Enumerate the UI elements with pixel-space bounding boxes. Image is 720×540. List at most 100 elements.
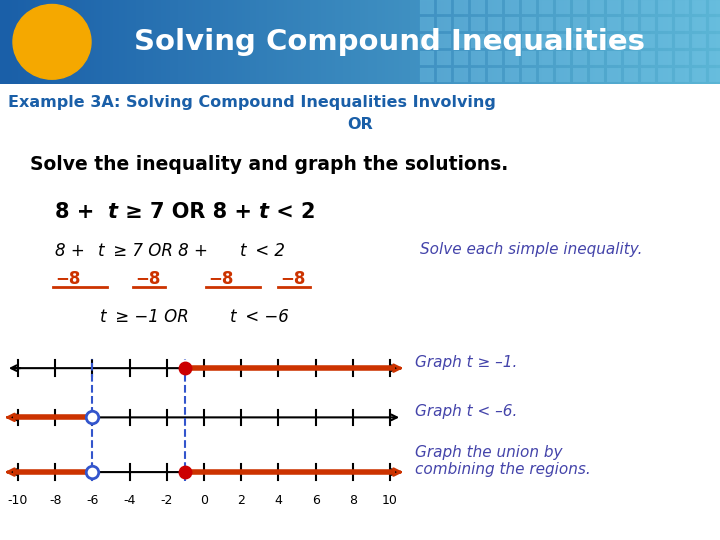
Bar xyxy=(539,51,553,65)
Bar xyxy=(556,51,570,65)
Bar xyxy=(709,51,720,65)
Text: −8: −8 xyxy=(135,269,161,288)
Text: Graph the union by
combining the regions.: Graph the union by combining the regions… xyxy=(415,445,590,477)
Bar xyxy=(522,17,536,31)
Text: Copyright © by Holt Mc Dougal. All Rights Reserved.: Copyright © by Holt Mc Dougal. All Right… xyxy=(437,517,711,528)
Text: Graph t < –6.: Graph t < –6. xyxy=(415,404,518,420)
Bar xyxy=(675,68,689,82)
Text: −8: −8 xyxy=(280,269,305,288)
Bar xyxy=(692,17,706,31)
Text: 2: 2 xyxy=(238,494,245,507)
Bar xyxy=(641,34,655,48)
Bar xyxy=(692,68,706,82)
Bar xyxy=(454,34,468,48)
Bar xyxy=(539,17,553,31)
Bar xyxy=(437,17,451,31)
Bar xyxy=(573,34,587,48)
Bar xyxy=(658,0,672,14)
Bar xyxy=(471,51,485,65)
Bar xyxy=(471,34,485,48)
Text: −8: −8 xyxy=(208,269,233,288)
Text: -4: -4 xyxy=(123,494,136,507)
Text: t: t xyxy=(230,308,236,326)
Bar xyxy=(607,17,621,31)
Bar xyxy=(488,34,502,48)
Bar xyxy=(607,68,621,82)
Text: OR: OR xyxy=(347,117,373,132)
Bar xyxy=(488,51,502,65)
Bar xyxy=(471,68,485,82)
Text: Example 3A: Solving Compound Inequalities Involving: Example 3A: Solving Compound Inequalitie… xyxy=(8,94,496,110)
Bar xyxy=(624,68,638,82)
Bar xyxy=(675,0,689,14)
Bar xyxy=(641,68,655,82)
Bar xyxy=(658,68,672,82)
Bar xyxy=(692,34,706,48)
Bar xyxy=(590,0,604,14)
Text: 8: 8 xyxy=(348,494,357,507)
Bar xyxy=(556,34,570,48)
Text: t: t xyxy=(107,202,117,222)
Bar xyxy=(573,17,587,31)
Bar xyxy=(454,51,468,65)
Bar xyxy=(420,0,434,14)
Bar xyxy=(522,34,536,48)
Bar xyxy=(658,34,672,48)
Bar xyxy=(420,51,434,65)
Text: ≥ 7 OR 8 +: ≥ 7 OR 8 + xyxy=(118,202,259,222)
Bar xyxy=(590,34,604,48)
Text: t: t xyxy=(98,242,104,260)
Bar xyxy=(505,51,519,65)
Text: < 2: < 2 xyxy=(250,242,285,260)
Bar xyxy=(658,17,672,31)
Bar xyxy=(539,0,553,14)
Bar xyxy=(607,0,621,14)
Bar xyxy=(641,17,655,31)
Bar xyxy=(692,51,706,65)
Text: 8 +: 8 + xyxy=(55,242,90,260)
Bar xyxy=(709,0,720,14)
Text: t: t xyxy=(100,308,107,326)
Text: 4: 4 xyxy=(274,494,282,507)
Bar xyxy=(556,0,570,14)
Text: < −6: < −6 xyxy=(240,308,289,326)
Bar xyxy=(505,0,519,14)
Bar xyxy=(471,0,485,14)
Ellipse shape xyxy=(13,4,91,79)
Bar xyxy=(454,17,468,31)
Bar xyxy=(522,68,536,82)
Text: -6: -6 xyxy=(86,494,99,507)
Bar xyxy=(590,17,604,31)
Bar xyxy=(437,34,451,48)
Bar xyxy=(624,0,638,14)
Bar xyxy=(454,68,468,82)
Bar xyxy=(488,17,502,31)
Text: Solving Compound Inequalities: Solving Compound Inequalities xyxy=(135,28,646,56)
Bar xyxy=(658,51,672,65)
Bar xyxy=(420,68,434,82)
Text: ≥ −1 OR: ≥ −1 OR xyxy=(110,308,189,326)
Text: -10: -10 xyxy=(8,494,28,507)
Text: t: t xyxy=(240,242,246,260)
Bar xyxy=(624,34,638,48)
Text: Graph t ≥ –1.: Graph t ≥ –1. xyxy=(415,355,518,370)
Bar xyxy=(709,68,720,82)
Bar xyxy=(420,34,434,48)
Text: 8 +: 8 + xyxy=(55,202,102,222)
Bar xyxy=(590,51,604,65)
Bar xyxy=(556,68,570,82)
Bar xyxy=(607,51,621,65)
Text: -2: -2 xyxy=(161,494,173,507)
Text: ≥ 7 OR 8 +: ≥ 7 OR 8 + xyxy=(108,242,213,260)
Bar xyxy=(437,68,451,82)
Bar xyxy=(573,0,587,14)
Bar xyxy=(454,0,468,14)
Bar xyxy=(709,17,720,31)
Text: 10: 10 xyxy=(382,494,398,507)
Bar xyxy=(573,68,587,82)
Text: t: t xyxy=(258,202,268,222)
Bar xyxy=(675,34,689,48)
Text: -8: -8 xyxy=(49,494,61,507)
Bar xyxy=(420,17,434,31)
Text: Holt McDougal Algebra 1: Holt McDougal Algebra 1 xyxy=(9,516,181,529)
